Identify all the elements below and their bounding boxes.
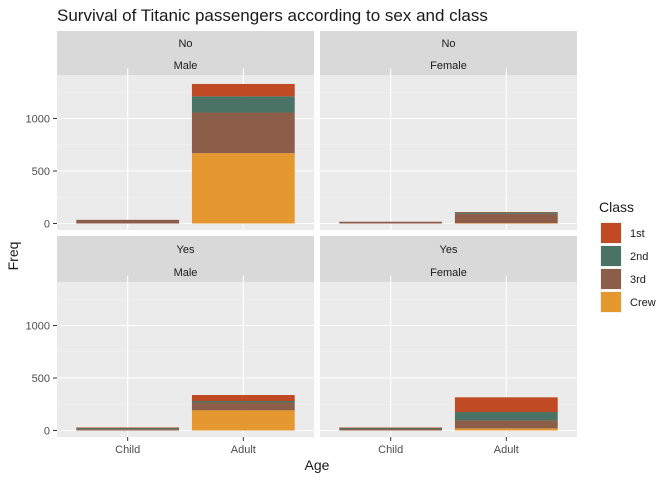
panel-yes-male: Yes Male <box>57 236 314 437</box>
chart-title: Survival of Titanic passengers according… <box>57 6 488 25</box>
legend-label-1st: 1st <box>630 228 645 240</box>
bar-segment-2nd-adult <box>191 400 295 403</box>
bar-segment-1st-adult <box>454 397 558 413</box>
x-tick-label: Child <box>378 444 403 456</box>
strip-label-sex: Male <box>174 267 198 279</box>
y-tick-label: 0 <box>44 426 50 438</box>
legend-swatch-1st <box>601 223 621 243</box>
bar-segment-2nd-child <box>339 427 443 430</box>
panel-yes-female: Yes Female <box>320 236 577 437</box>
panel-no-male: No Male <box>57 31 314 230</box>
bar-segment-3rd-child <box>339 429 443 431</box>
strip-label-survived: No <box>441 38 455 50</box>
x-axis: Child Adult Child Adult <box>115 437 519 456</box>
legend-label-2nd: 2nd <box>630 251 648 263</box>
panel-gridlines <box>57 275 314 437</box>
strip-label-survived: Yes <box>440 244 458 256</box>
y-tick-label: 1000 <box>26 321 50 333</box>
bar-segment-3rd-child <box>339 221 443 224</box>
legend-title: Class <box>599 199 634 215</box>
strip-label-sex: Female <box>430 267 467 279</box>
panel-plot-area <box>320 75 577 230</box>
legend-swatch-3rd <box>601 269 621 289</box>
strip-label-survived: Yes <box>177 244 195 256</box>
panel-strip <box>57 31 314 75</box>
bar-segment-3rd-child <box>76 429 180 431</box>
bar-segment-1st-adult <box>191 83 295 97</box>
bar-segment-2nd-adult <box>454 412 558 421</box>
bar-segment-crew-adult <box>454 428 558 431</box>
legend: Class 1st 2nd 3rd Crew <box>599 199 656 313</box>
legend-label-3rd: 3rd <box>630 274 646 286</box>
panel-strip <box>57 236 314 282</box>
bar-segment-3rd-adult <box>191 112 295 154</box>
panel-strip <box>320 236 577 282</box>
y-axis-bottom: 0 500 1000 <box>26 321 57 438</box>
legend-label-crew: Crew <box>630 297 656 309</box>
panel-bars <box>76 83 295 224</box>
x-tick-label: Adult <box>231 444 256 456</box>
x-tick-label: Child <box>115 444 140 456</box>
legend-swatch-crew <box>601 292 621 312</box>
x-axis-title: Age <box>305 457 330 473</box>
panel-bars <box>339 212 558 224</box>
panel-bars <box>76 395 295 431</box>
y-tick-label: 0 <box>44 219 50 231</box>
bar-segment-3rd-child <box>76 219 180 224</box>
legend-swatch-2nd <box>601 246 621 266</box>
y-axis-title: Freq <box>5 242 21 271</box>
strip-label-sex: Male <box>174 60 198 72</box>
bar-segment-1st-adult <box>454 212 558 213</box>
bar-segment-crew-adult <box>191 153 295 224</box>
bar-segment-crew-adult <box>454 223 558 224</box>
x-tick-label: Adult <box>494 444 519 456</box>
y-tick-label: 500 <box>32 373 50 385</box>
bar-segment-crew-adult <box>191 410 295 431</box>
bar-segment-3rd-adult <box>454 213 558 224</box>
bar-segment-2nd-adult <box>454 212 558 214</box>
bar-segment-2nd-child <box>76 427 180 430</box>
y-axis-top: 0 500 1000 <box>26 114 57 231</box>
bar-segment-2nd-adult <box>191 96 295 113</box>
bar-segment-1st-adult <box>191 395 295 401</box>
strip-label-survived: No <box>178 38 192 50</box>
bar-segment-1st-child <box>339 427 443 429</box>
y-tick-label: 500 <box>32 166 50 178</box>
bar-segment-3rd-adult <box>454 420 558 429</box>
panel-strip <box>320 31 577 75</box>
panel-bars <box>339 397 558 431</box>
bar-segment-3rd-adult <box>191 402 295 411</box>
bar-segment-1st-child <box>76 427 180 428</box>
y-tick-label: 1000 <box>26 114 50 126</box>
strip-label-sex: Female <box>430 60 467 72</box>
panel-no-female: No Female <box>320 31 577 230</box>
